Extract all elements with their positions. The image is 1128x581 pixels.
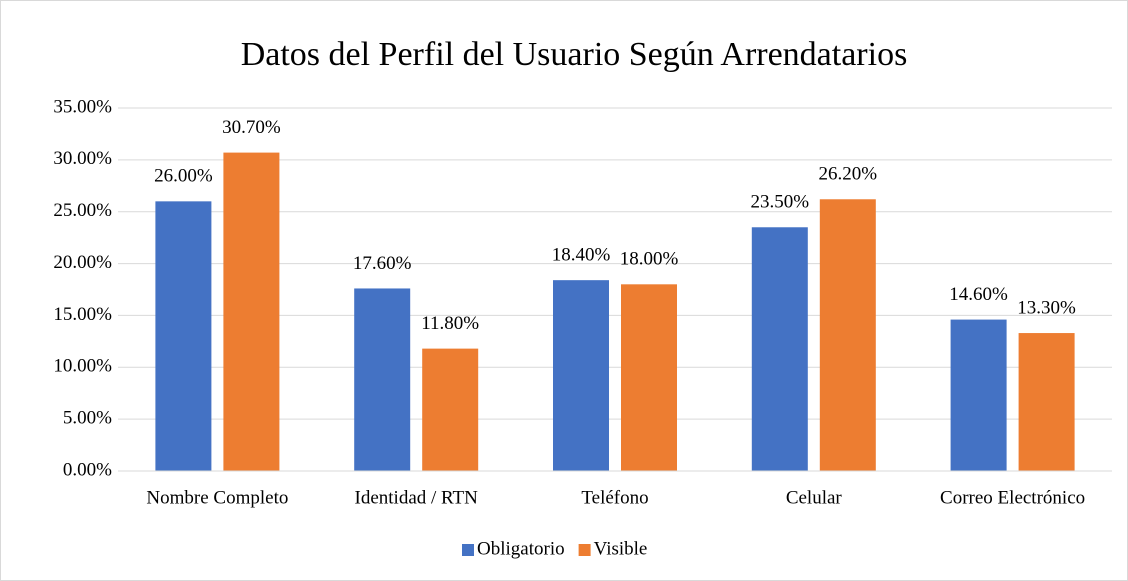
y-tick-label: 20.00% <box>53 252 112 273</box>
bar <box>1018 333 1075 471</box>
value-label: 23.50% <box>751 192 810 213</box>
x-tick-label: Identidad / RTN <box>355 487 479 508</box>
bar <box>354 288 411 471</box>
x-tick-label: Nombre Completo <box>146 487 288 508</box>
value-label: 26.20% <box>819 164 878 185</box>
y-tick-label: 10.00% <box>53 356 112 377</box>
legend-label: Visible <box>594 538 648 559</box>
x-tick-label: Teléfono <box>581 487 648 508</box>
y-tick-label: 5.00% <box>63 408 112 429</box>
value-label: 26.00% <box>154 166 213 187</box>
legend-swatch <box>578 544 591 556</box>
value-label: 11.80% <box>421 313 479 334</box>
bar <box>950 319 1007 471</box>
y-tick-label: 35.00% <box>53 96 112 117</box>
value-label: 13.30% <box>1017 297 1076 318</box>
bar <box>751 227 808 471</box>
y-tick-label: 15.00% <box>53 304 112 325</box>
y-tick-label: 25.00% <box>53 200 112 221</box>
y-tick-label: 30.00% <box>53 148 112 169</box>
legend-label: Obligatorio <box>477 538 565 559</box>
chart-title: Datos del Perfil del Usuario Según Arren… <box>241 36 908 73</box>
value-label: 14.60% <box>949 284 1008 305</box>
bar <box>155 201 212 472</box>
x-tick-label: Celular <box>786 487 843 508</box>
bar <box>819 199 876 472</box>
value-label: 17.60% <box>353 253 412 274</box>
bar <box>621 284 677 471</box>
x-tick-label: Correo Electrónico <box>940 487 1085 508</box>
value-label: 30.70% <box>222 117 281 138</box>
bar <box>553 280 609 471</box>
bar <box>223 152 280 471</box>
legend-swatch <box>462 544 474 556</box>
value-label: 18.40% <box>552 245 611 266</box>
bar <box>422 348 479 471</box>
value-label: 18.00% <box>620 249 679 270</box>
y-tick-label: 0.00% <box>63 459 112 480</box>
